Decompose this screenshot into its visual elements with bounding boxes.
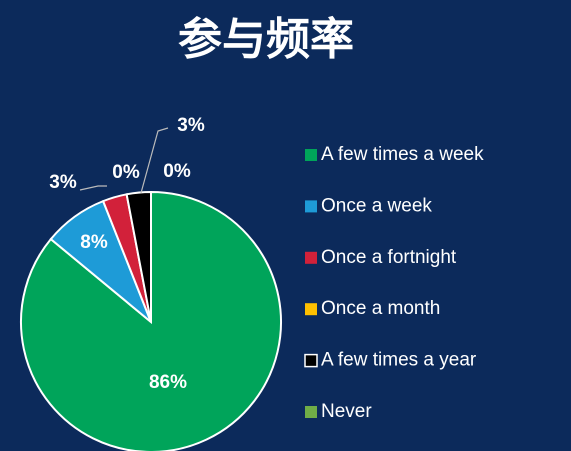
- legend-marker: [304, 353, 318, 368]
- legend-marker: [305, 251, 317, 264]
- legend-label: A few times a week: [321, 144, 484, 165]
- chart-title: 参与频率: [178, 14, 354, 65]
- legend-marker: [305, 303, 317, 316]
- leader-line: [140, 127, 169, 194]
- pie: [20, 190, 282, 451]
- legend-label: Once a week: [321, 195, 432, 216]
- legend-label: Never: [321, 401, 372, 422]
- legend-label: A few times a year: [321, 350, 477, 371]
- data-label: 0%: [112, 162, 140, 183]
- data-label: 3%: [177, 115, 205, 136]
- legend-label: Once a month: [321, 298, 440, 319]
- data-label: 3%: [49, 172, 77, 193]
- leader-line: [79, 185, 107, 191]
- data-label: 8%: [80, 232, 108, 253]
- legend-marker: [305, 149, 317, 161]
- pie-slice: [125, 190, 152, 323]
- legend-marker: [305, 406, 317, 418]
- legend-label: Once a fortnight: [321, 247, 457, 268]
- pie-slice: [20, 190, 282, 451]
- data-label: 0%: [163, 161, 191, 182]
- legend-marker: [305, 200, 317, 213]
- data-label: 86%: [149, 372, 187, 393]
